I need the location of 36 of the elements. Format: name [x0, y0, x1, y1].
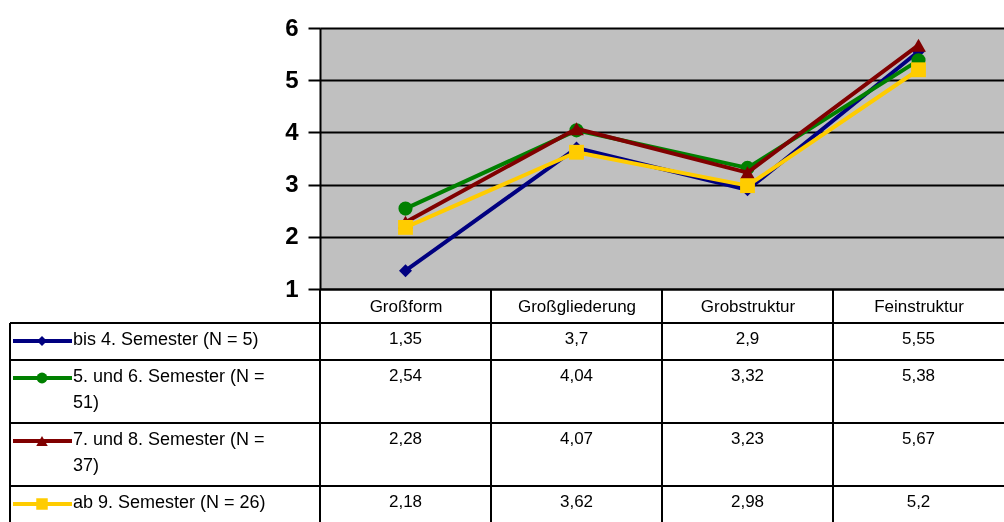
- legend-label: 7. und 8. Semester (N = 37): [73, 429, 265, 475]
- data-label: 4,07: [559, 429, 594, 448]
- legend-label: 5. und 6. Semester (N = 51): [73, 366, 265, 412]
- data-label: 2,28: [388, 429, 423, 448]
- data-label: 2,18: [388, 492, 423, 511]
- data-label: 3,62: [559, 492, 594, 511]
- data-label: 3,32: [730, 366, 765, 385]
- x-tick-label: Großgliederung: [517, 296, 637, 316]
- legend-label: bis 4. Semester (N = 5): [73, 329, 259, 349]
- point: [569, 144, 584, 160]
- data-label: 1,35: [388, 329, 423, 348]
- y-tick-label: 3: [285, 170, 299, 198]
- y-tick-label: 5: [285, 65, 299, 93]
- data-label: 2,54: [388, 366, 423, 385]
- data-label: 3,23: [730, 429, 765, 448]
- x-tick-label: Großform: [369, 296, 443, 316]
- y-tick-label: 6: [285, 13, 299, 41]
- point: [398, 219, 413, 235]
- y-tick-label: 2: [285, 222, 299, 250]
- x-tick-label: Feinstruktur: [874, 296, 965, 316]
- y-tick-label: 4: [285, 117, 300, 145]
- x-tick-label: Grobstruktur: [700, 296, 796, 316]
- point: [398, 201, 413, 216]
- data-label: 2,9: [735, 329, 760, 348]
- legend-label: ab 9. Semester (N = 26): [73, 492, 266, 512]
- point: [911, 38, 926, 52]
- point: [398, 264, 413, 278]
- data-label: 3,7: [564, 329, 589, 348]
- data-label: 5,55: [901, 329, 936, 348]
- data-label: 2,98: [730, 492, 765, 511]
- y-tick-label: 1: [285, 274, 299, 302]
- data-label: 4,04: [559, 366, 594, 385]
- point: [911, 62, 926, 78]
- data-label: 5,2: [906, 492, 931, 511]
- data-label: 5,38: [901, 366, 936, 385]
- data-label: 5,67: [901, 429, 936, 448]
